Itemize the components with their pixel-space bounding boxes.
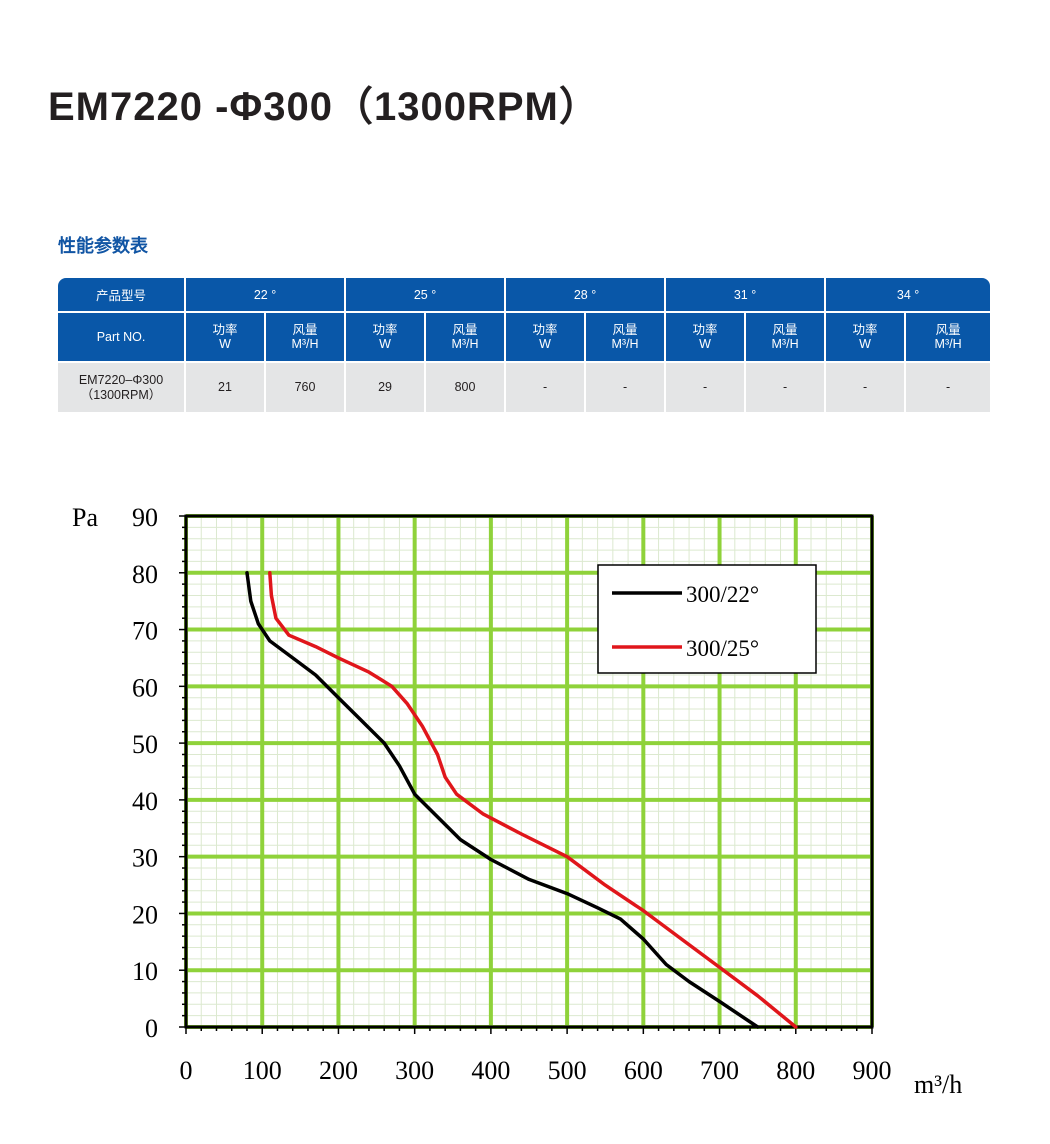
x-tick-label: 900 [853,1056,892,1085]
angle-header: 22 ° [186,278,347,313]
airflow-header: 风量 M³/H [266,313,347,363]
y-tick-label: 0 [145,1014,158,1043]
series-line [268,571,798,1029]
y-tick-label: 60 [132,673,158,702]
x-tick-label: 700 [700,1056,739,1085]
airflow-header: 风量 M³/H [906,313,991,363]
value-cell: - [746,363,827,414]
y-tick-label: 40 [132,787,158,816]
table-subheader-row: Part NO. 功率 W 风量 M³/H 功率 W 风量 M³/H 功率 W 风量 M³/… [58,313,991,363]
legend-label: 300/22° [686,582,759,607]
part-number-cell: EM7220–Φ300 （1300RPM） [58,363,186,414]
x-tick-label: 600 [624,1056,663,1085]
value-cell: 21 [186,363,266,414]
table-header-row: 产品型号 22 ° 25 ° 28 ° 31 ° 34 ° [58,278,991,313]
power-header: 功率 W [506,313,587,363]
angle-header: 31 ° [666,278,827,313]
x-tick-label: 800 [776,1056,815,1085]
x-tick-label: 0 [180,1056,193,1085]
page-title: EM7220 -Φ300（1300RPM） [48,85,600,129]
airflow-header: 风量 M³/H [426,313,507,363]
y-axis-label: Pa [72,503,98,532]
x-tick-label: 100 [243,1056,282,1085]
power-header: 功率 W [346,313,427,363]
performance-chart: 0 10 20 30 40 50 60 70 80 90 0 100 200 300 400 500 600 70… [0,480,1050,1139]
value-cell: 800 [426,363,507,414]
x-tick-label: 500 [548,1056,587,1085]
legend-box [597,564,817,674]
y-tick-label: 80 [132,560,158,589]
angle-header: 25 ° [346,278,507,313]
value-cell: - [586,363,667,414]
plot-frame [184,514,874,1029]
series-line [245,571,760,1029]
y-tick-label: 20 [132,900,158,929]
y-tick-label: 90 [132,503,158,532]
angle-header: 34 ° [826,278,991,313]
airflow-header: 风量 M³/H [586,313,667,363]
y-tick-label: 30 [132,844,158,873]
power-header: 功率 W [826,313,907,363]
y-tick-label: 50 [132,730,158,759]
y-tick-label: 10 [132,957,158,986]
x-axis-label: m³/h [914,1070,962,1099]
value-cell: - [826,363,907,414]
power-header: 功率 W [186,313,266,363]
x-tick-label: 300 [395,1056,434,1085]
value-cell: - [666,363,747,414]
model-header: 产品型号 [58,278,186,313]
value-cell: 760 [266,363,347,414]
section-title: 性能参数表 [58,236,148,256]
table-row: EM7220–Φ300 （1300RPM） 21 760 29 800 - - -… [58,363,991,414]
value-cell: - [506,363,587,414]
airflow-header: 风量 M³/H [746,313,827,363]
performance-table: 产品型号 22 ° 25 ° 28 ° 31 ° 34 ° Part NO. 功… [58,278,991,414]
x-tick-label: 200 [319,1056,358,1085]
power-header: 功率 W [666,313,747,363]
x-tick-label: 400 [471,1056,510,1085]
value-cell: - [906,363,991,414]
angle-header: 28 ° [506,278,667,313]
y-tick-label: 70 [132,617,158,646]
value-cell: 29 [346,363,427,414]
legend-label: 300/25° [686,636,759,661]
part-header: Part NO. [58,313,186,363]
